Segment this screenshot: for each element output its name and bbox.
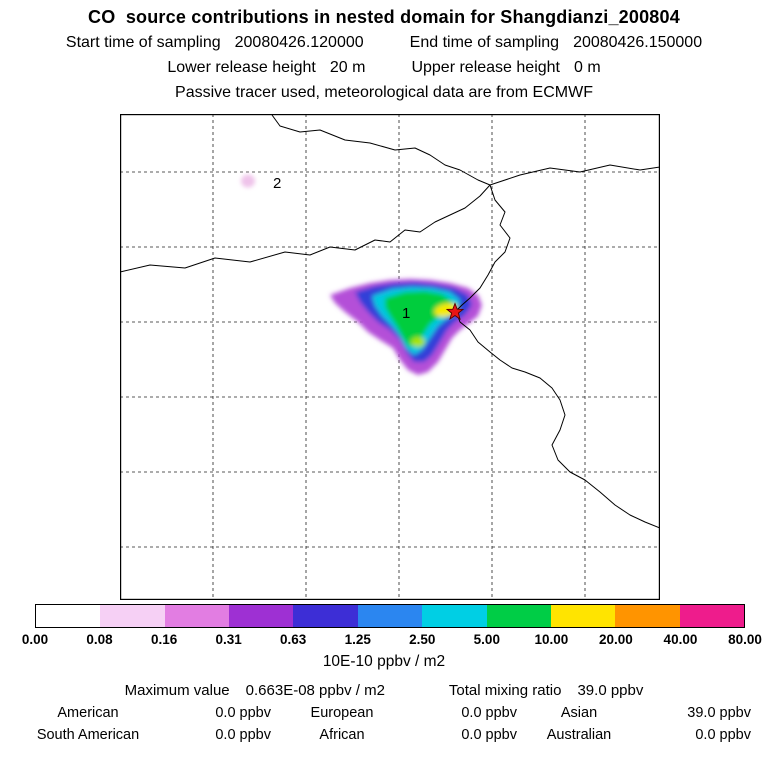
continent-name: South American (36, 727, 140, 743)
total-mixing-ratio-value: 39.0 ppbv (577, 682, 644, 699)
colorbar-segment (615, 605, 680, 627)
release-heights-line: Lower release height 20 m Upper release … (0, 58, 768, 78)
tracer-note-line: Passive tracer used, meteorological data… (0, 83, 768, 103)
continent-name: Australian (546, 727, 612, 743)
region-label-1: 1 (402, 305, 410, 322)
continent-value: 0.0 ppbv (215, 705, 271, 721)
total-mixing-ratio-pair: Total mixing ratio 39.0 ppbv (449, 682, 643, 699)
maximum-value-pair: Maximum value 0.663E-08 ppbv / m2 (125, 682, 385, 699)
lower-release-pair: Lower release height 20 m (167, 58, 365, 78)
colorbar-tick-label: 40.00 (663, 632, 698, 647)
continent-value: 0.0 ppbv (461, 705, 517, 721)
colorbar-tick-label: 2.50 (409, 632, 436, 647)
border-line-top (271, 114, 491, 186)
continent-value: 39.0 ppbv (687, 705, 751, 721)
colorbar-segment (293, 605, 358, 627)
end-time-pair: End time of sampling 20080426.150000 (410, 33, 702, 53)
map-panel: 1 2 (119, 114, 661, 600)
lower-release-label: Lower release height (167, 59, 316, 76)
upper-release-label: Upper release height (411, 59, 560, 76)
upper-release-value: 0 m (574, 59, 601, 76)
plume-core-yellowgreen (411, 337, 425, 347)
colorbar-segment (36, 605, 101, 627)
maximum-value: 0.663E-08 ppbv / m2 (245, 682, 385, 699)
colorbar-segment (100, 605, 165, 627)
colorbar (35, 604, 745, 628)
colorbar-segments (36, 605, 744, 627)
plume-level-green (385, 291, 452, 347)
continent-name: Asian (560, 705, 598, 721)
colorbar-segment (164, 605, 230, 627)
colorbar-segment (679, 605, 744, 627)
continent-grid: American 0.0 ppbv European 0.0 ppbv Asian 39.… (13, 705, 755, 743)
upper-release-pair: Upper release height 0 m (411, 58, 600, 78)
page-title: CO source contributions in nested domain… (88, 7, 680, 27)
continent-name: European (310, 705, 374, 721)
plume-2 (241, 174, 255, 188)
colorbar-segment (422, 605, 487, 627)
colorbar-tick-label: 0.00 (21, 632, 49, 647)
colorbar-tick-label: 5.00 (473, 632, 500, 647)
colorbar-tick-label: 1.25 (344, 632, 371, 647)
start-time-value: 20080426.120000 (234, 34, 364, 51)
colorbar-segment (229, 605, 294, 627)
colorbar-tick-label: 10.00 (534, 632, 569, 647)
start-time-pair: Start time of sampling 20080426.120000 (66, 33, 364, 53)
colorbar-segment (486, 605, 551, 627)
total-mixing-ratio-label: Total mixing ratio (448, 682, 562, 699)
colorbar-tick-label: 0.31 (215, 632, 242, 647)
continent-value: 0.0 ppbv (461, 727, 517, 743)
colorbar-tick-label: 20.00 (599, 632, 633, 647)
continent-value: 0.0 ppbv (695, 727, 751, 743)
continent-value: 0.0 ppbv (215, 727, 271, 743)
map-frame (120, 114, 660, 600)
colorbar-tick-label: 0.08 (86, 632, 113, 647)
maximum-value-label: Maximum value (124, 682, 230, 699)
end-time-label: End time of sampling (409, 34, 560, 51)
lower-release-value: 20 m (329, 59, 366, 76)
statistics-block: Maximum value 0.663E-08 ppbv / m2 Total … (0, 682, 768, 743)
region-label-2: 2 (273, 175, 281, 192)
coastlines (119, 114, 661, 529)
colorbar-tick-label: 0.63 (280, 632, 307, 647)
coastline-main (455, 184, 661, 529)
colorbar-tick-label: 0.16 (150, 632, 178, 647)
sampling-times-line: Start time of sampling 20080426.120000 E… (0, 33, 768, 53)
map-svg: 1 2 (119, 114, 661, 600)
continent-name: American (57, 705, 119, 721)
end-time-value: 20080426.150000 (573, 34, 703, 51)
continent-name: African (319, 727, 365, 743)
graticule-grid (120, 114, 660, 600)
border-line-east (489, 164, 661, 186)
colorbar-ticks: 0.00 0.08 0.16 0.31 0.63 1.25 2.50 5.00 10.00 20.… (22, 632, 762, 649)
border-line-west (119, 184, 491, 273)
tracer-note: Passive tracer used, meteorological data… (175, 84, 593, 101)
start-time-label: Start time of sampling (65, 34, 221, 51)
colorbar-tick-label: 80.00 (728, 632, 762, 647)
colorbar-segment (357, 605, 423, 627)
receptor-star-icon (445, 302, 465, 321)
colorbar-segment (550, 605, 616, 627)
stats-summary-row: Maximum value 0.663E-08 ppbv / m2 Total … (0, 682, 768, 699)
plume-1 (330, 279, 482, 375)
colorbar-units: 10E-10 ppbv / m2 (322, 653, 446, 670)
